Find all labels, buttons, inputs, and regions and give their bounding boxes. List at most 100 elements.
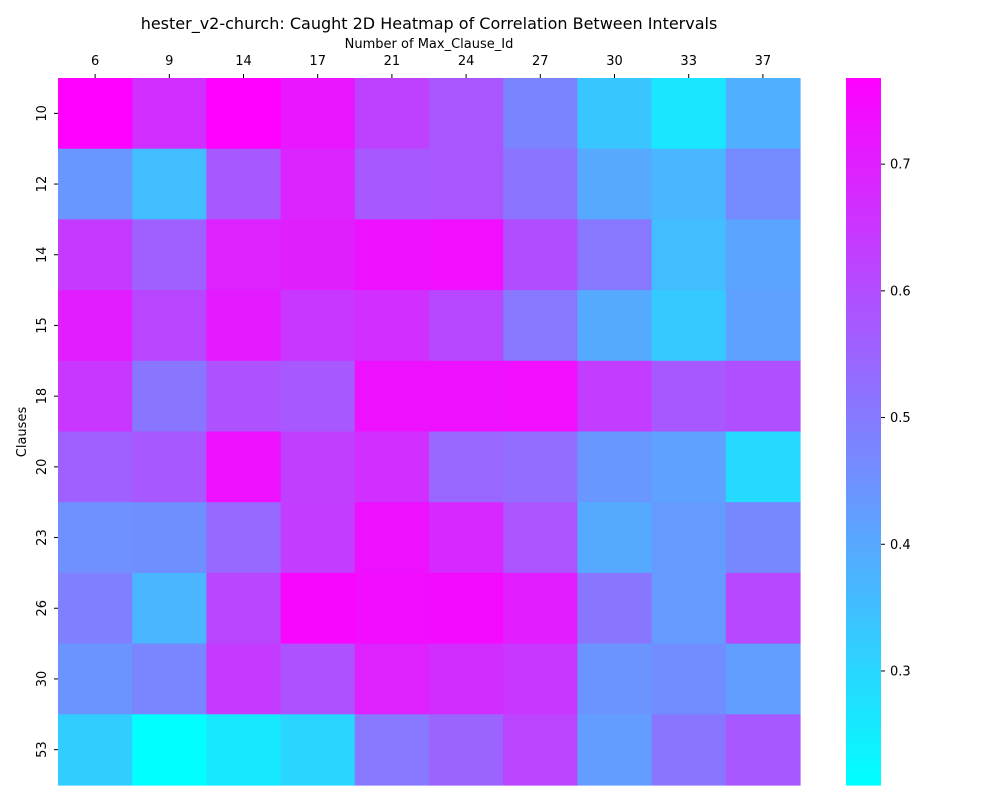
x-tick-label: 14 — [235, 54, 252, 69]
colorbar-segment — [846, 272, 881, 279]
colorbar-segment — [846, 561, 881, 568]
heatmap-cell — [206, 502, 282, 574]
heatmap-cell — [354, 360, 430, 433]
heatmap-cell — [503, 219, 578, 291]
heatmap-cell — [206, 360, 282, 433]
colorbar-segment — [846, 555, 881, 562]
colorbar-segment — [846, 684, 881, 692]
colorbar-segment — [846, 136, 881, 144]
heatmap-cell — [280, 643, 356, 715]
colorbar-segment — [846, 484, 881, 492]
colorbar-segment — [846, 513, 881, 521]
colorbar-segment — [846, 295, 881, 303]
y-tick-label: 23 — [35, 529, 50, 546]
heatmap-cell — [58, 360, 133, 433]
heatmap-cell — [58, 502, 133, 574]
colorbar-segment — [846, 460, 881, 468]
heatmap-cell — [577, 360, 653, 433]
heatmap-cell — [503, 431, 578, 503]
colorbar-segment — [846, 172, 881, 179]
colorbar-segment — [846, 690, 881, 698]
heatmap-cell — [132, 431, 207, 503]
colorbar-segment — [846, 131, 881, 138]
heatmap-cell — [206, 714, 282, 786]
heatmap-cell — [132, 714, 207, 786]
colorbar-segment — [846, 101, 881, 109]
colorbar-segment — [846, 278, 881, 285]
heatmap-cell — [280, 78, 356, 150]
colorbar-segment — [846, 207, 881, 215]
heatmap-cell — [58, 714, 133, 786]
x-tick-label: 33 — [680, 54, 697, 69]
colorbar-segment — [846, 761, 881, 768]
heatmap-cell — [58, 148, 133, 220]
heatmap-cell — [280, 502, 356, 574]
colorbar-segment — [846, 625, 881, 633]
y-tick-label: 14 — [35, 246, 50, 263]
heatmap-cell — [577, 431, 653, 503]
colorbar-segment — [846, 95, 881, 103]
x-axis-label: Number of Max_Clause_Id — [345, 37, 514, 52]
x-tick-label: 27 — [532, 54, 549, 69]
colorbar-segment — [846, 602, 881, 609]
colorbar-segment — [846, 213, 881, 220]
heatmap-cell — [651, 219, 727, 291]
chart-title: hester_v2-church: Caught 2D Heatmap of C… — [141, 14, 718, 34]
heatmap-cell — [354, 290, 430, 362]
heatmap-cell — [725, 572, 801, 645]
colorbar-segment — [846, 237, 881, 244]
heatmap-cell — [354, 502, 430, 574]
colorbar-segment — [846, 714, 881, 721]
colorbar-segment — [846, 83, 881, 91]
heatmap-cell — [725, 714, 801, 786]
y-tick-label: 15 — [35, 317, 50, 334]
heatmap-cell — [429, 360, 504, 433]
colorbar-tick-label: 0.7 — [890, 158, 911, 173]
heatmap-cell — [132, 572, 207, 645]
colorbar-segment — [846, 266, 881, 274]
heatmap-cell — [58, 219, 133, 291]
colorbar-segment — [846, 584, 881, 592]
heatmap-cell — [725, 360, 801, 433]
heatmap-cell — [429, 502, 504, 574]
heatmap-cell — [503, 714, 578, 786]
colorbar-segment — [846, 384, 881, 391]
heatmap-cell — [725, 219, 801, 291]
heatmap-cell — [132, 78, 207, 150]
colorbar-segment — [846, 113, 881, 120]
colorbar-segment — [846, 767, 881, 774]
colorbar-tick-label: 0.5 — [890, 411, 911, 426]
colorbar-segment — [846, 466, 881, 474]
colorbar-segment — [846, 189, 881, 197]
colorbar-tick-label: 0.4 — [890, 538, 911, 553]
heatmap-cell — [725, 502, 801, 574]
y-tick-label: 20 — [35, 459, 50, 476]
colorbar-segment — [846, 231, 881, 238]
colorbar-segment — [846, 773, 881, 780]
colorbar-segment — [846, 749, 881, 757]
colorbar-segment — [846, 248, 881, 256]
colorbar-segment — [846, 354, 881, 362]
colorbar-segment — [846, 437, 881, 444]
colorbar-segment — [846, 731, 881, 739]
colorbar-segment — [846, 608, 881, 615]
colorbar-segment — [846, 390, 881, 397]
colorbar-segment — [846, 107, 881, 114]
colorbar-tick-label: 0.3 — [890, 664, 911, 679]
colorbar-segment — [846, 631, 881, 639]
colorbar-segment — [846, 478, 881, 486]
colorbar-segment — [846, 702, 881, 710]
heatmap-cell — [280, 431, 356, 503]
heatmap-cell — [577, 78, 653, 150]
colorbar-segment — [846, 184, 881, 191]
heatmap-cell — [280, 714, 356, 786]
heatmap-cell — [58, 572, 133, 645]
colorbar-segment — [846, 148, 881, 156]
colorbar-segment — [846, 242, 881, 250]
heatmap-cell — [132, 360, 207, 433]
heatmap-cell — [429, 643, 504, 715]
heatmap-cell — [651, 360, 727, 433]
colorbar-segment — [846, 260, 881, 268]
heatmap-cell — [206, 148, 282, 220]
